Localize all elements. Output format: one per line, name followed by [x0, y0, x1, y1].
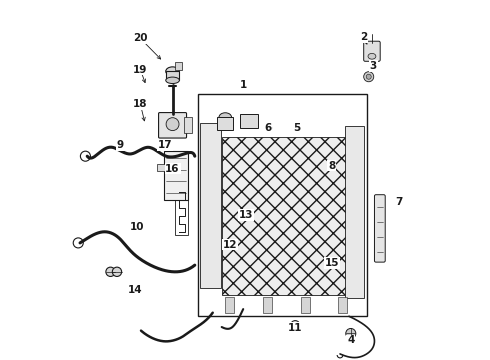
Text: 12: 12	[222, 239, 237, 249]
Text: 11: 11	[288, 323, 302, 333]
Circle shape	[73, 238, 83, 248]
Ellipse shape	[166, 67, 179, 76]
Text: 7: 7	[395, 197, 402, 207]
Text: 9: 9	[117, 140, 124, 150]
Bar	[200, 123, 221, 288]
Bar	[263, 297, 272, 313]
Circle shape	[106, 267, 115, 276]
FancyBboxPatch shape	[364, 41, 380, 61]
Bar	[175, 189, 188, 235]
Ellipse shape	[219, 113, 232, 122]
Text: 16: 16	[165, 163, 180, 174]
Circle shape	[112, 267, 122, 276]
Circle shape	[80, 151, 91, 161]
Text: 17: 17	[158, 140, 172, 150]
Text: 20: 20	[133, 33, 147, 43]
Text: 18: 18	[133, 99, 147, 109]
Text: 19: 19	[133, 64, 147, 75]
Bar	[338, 297, 347, 313]
Text: 4: 4	[347, 335, 354, 345]
Bar	[240, 114, 258, 128]
Text: 3: 3	[370, 61, 377, 71]
Text: 6: 6	[264, 123, 271, 133]
Bar	[184, 117, 192, 134]
Bar	[164, 151, 188, 200]
Text: 8: 8	[328, 161, 336, 171]
FancyBboxPatch shape	[159, 113, 187, 138]
Circle shape	[293, 323, 297, 327]
Bar	[198, 94, 367, 316]
Text: 13: 13	[239, 210, 253, 220]
Text: 2: 2	[360, 32, 367, 42]
Bar	[166, 71, 179, 80]
Text: 14: 14	[127, 285, 142, 295]
Bar	[300, 297, 310, 313]
Bar	[157, 163, 165, 171]
FancyBboxPatch shape	[374, 195, 385, 262]
Ellipse shape	[166, 77, 179, 84]
Text: 10: 10	[129, 222, 144, 232]
Bar	[175, 62, 182, 69]
Bar	[344, 126, 365, 298]
Circle shape	[346, 328, 356, 338]
Bar	[218, 117, 233, 130]
Circle shape	[366, 74, 371, 79]
Circle shape	[291, 320, 300, 330]
Ellipse shape	[368, 53, 376, 59]
Bar	[221, 137, 353, 295]
Circle shape	[166, 118, 179, 131]
Text: 1: 1	[240, 80, 247, 90]
Circle shape	[364, 72, 374, 82]
Text: 15: 15	[324, 258, 339, 268]
Bar	[225, 297, 234, 313]
Text: 5: 5	[294, 123, 301, 133]
